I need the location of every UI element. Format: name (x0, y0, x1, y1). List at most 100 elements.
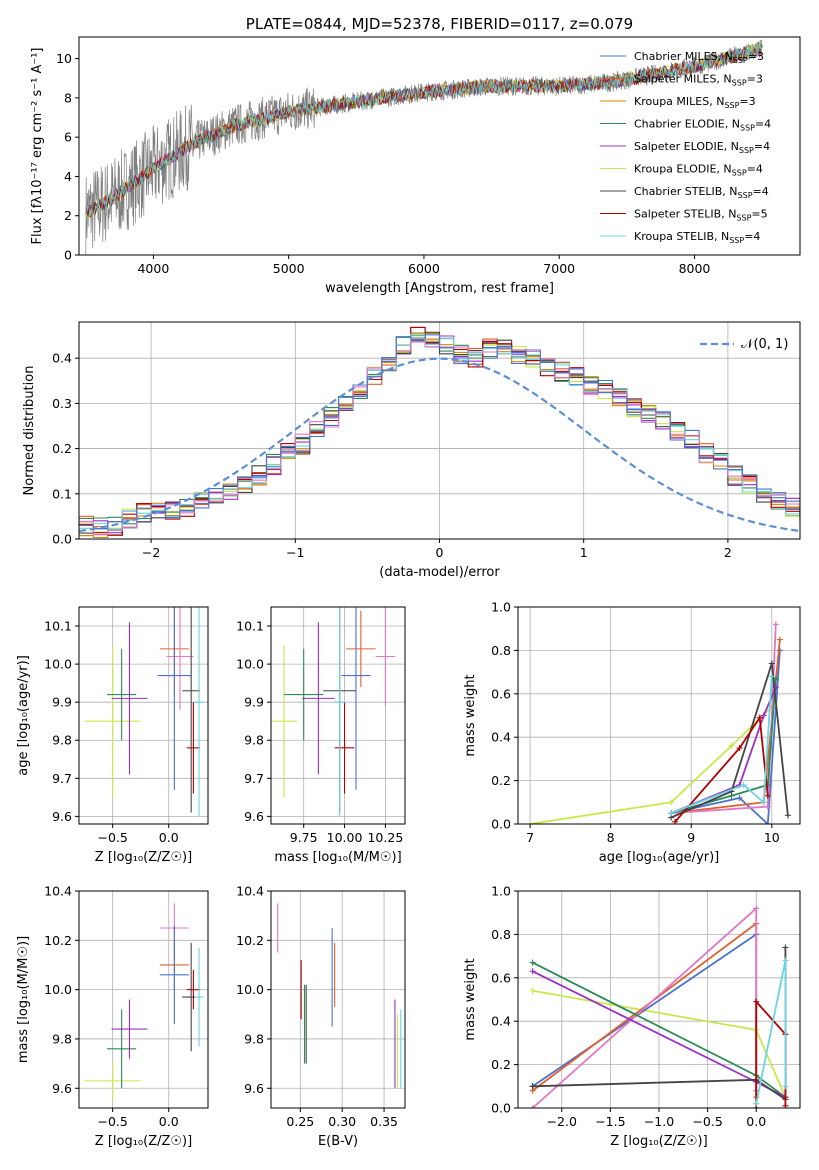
y-tick-label: 1.0 (491, 884, 511, 899)
axes-frame (270, 890, 406, 1109)
weight-marker (529, 1105, 536, 1108)
y-tick-label: 9.7 (52, 771, 72, 786)
y-tick-label: 9.6 (244, 1081, 264, 1096)
x-tick-label: 8 (607, 830, 615, 845)
weight-marker (772, 621, 779, 628)
weight-marker (776, 636, 783, 643)
axes-frame (78, 36, 801, 256)
panel-1: 4000 5000 6000 7000 8000 0 2 4 6 8 10 wavelength [A… (30, 15, 801, 296)
y-tick-label: 10.1 (44, 619, 72, 634)
plot-area-7 (271, 891, 405, 1108)
x-tick-label: 10.00 (327, 830, 363, 845)
weight-line-7 (670, 663, 789, 819)
weight-marker (768, 660, 775, 667)
weight-line-8 (755, 999, 787, 1108)
y-axis-label: Flux [fλ10⁻¹⁷ erg cm⁻² s⁻¹ A⁻¹] (30, 48, 45, 245)
x-tick-label: 8000 (679, 261, 711, 276)
x-tick-label: 0 (436, 545, 444, 560)
panel-8: −2.0 −1.5 −1.0 −0.5 0.0 0.0 0.2 0.4 0.6 0.8 1.0 Z [… (463, 884, 801, 1149)
legend-entry: Chabrier ELODIE, NSSP=4 (634, 118, 771, 133)
weight-marker (529, 987, 536, 994)
x-axis-label: Z [log₁₀(Z/Z☉)] (95, 850, 192, 865)
histogram-step-11 (79, 334, 800, 530)
x-tick-label: −2 (142, 545, 160, 560)
weight-marker (736, 745, 743, 752)
weight-line-4 (532, 906, 758, 1108)
y-tick-label: 0.0 (491, 1101, 511, 1116)
plot-area-3 (79, 607, 208, 824)
y-tick-label: 0.2 (491, 1057, 511, 1072)
x-tick-label: −0.5 (97, 830, 127, 845)
y-axis-label: mass [log₁₀(M/M☉)] (16, 936, 31, 1063)
weight-marker (668, 799, 675, 806)
weight-line-9 (755, 960, 787, 1104)
weight-marker (764, 803, 771, 810)
legend-entry: Chabrier MILES, NSSP=3 (634, 50, 764, 65)
x-tick-label: 0.0 (159, 830, 179, 845)
error-point-8 (186, 969, 201, 1010)
weight-marker (782, 957, 789, 964)
plot-area-2 (79, 322, 800, 539)
y-tick-label: 2 (64, 208, 72, 223)
y-tick-label: 10.0 (236, 657, 264, 672)
plot-area-6 (79, 891, 208, 1108)
weight-marker (527, 821, 534, 824)
y-tick-label: 0.2 (52, 441, 72, 456)
error-point-4 (346, 610, 376, 687)
y-tick-label: 8 (64, 90, 72, 105)
x-tick-label: −1 (286, 545, 304, 560)
x-tick-label: 10.25 (367, 830, 403, 845)
x-axis-label: E(B-V) (318, 1134, 358, 1149)
plot-area-5 (518, 607, 800, 824)
weight-line-2 (532, 933, 757, 1088)
y-tick-label: 9.9 (244, 695, 264, 710)
error-point-5 (375, 607, 396, 706)
legend-entry: Kroupa MILES, NSSP=3 (634, 95, 756, 110)
error-point-2 (284, 648, 324, 741)
weight-marker (740, 781, 747, 788)
error-point-3 (111, 999, 148, 1059)
error-point-2 (107, 1009, 137, 1089)
gaussian-curve (79, 357, 800, 533)
y-tick-label: 9.6 (244, 809, 264, 824)
x-tick-label: 0.35 (370, 1114, 398, 1129)
axes-frame (270, 606, 406, 825)
weight-marker (529, 959, 536, 966)
weight-marker (529, 968, 536, 975)
x-tick-label: −0.5 (97, 1114, 127, 1129)
y-tick-label: 9.6 (52, 1081, 72, 1096)
model-spectrum-9 (85, 44, 763, 221)
weight-marker (753, 1100, 760, 1107)
legend-entry: Chabrier STELIB, NSSP=4 (634, 185, 769, 200)
weight-marker (529, 1083, 536, 1090)
error-point-8 (186, 702, 201, 794)
x-tick-label: −1.5 (595, 1114, 625, 1129)
weight-marker (760, 712, 767, 719)
legend-entry: Kroupa ELODIE, NSSP=4 (634, 163, 763, 178)
histogram-step-6 (79, 335, 800, 533)
x-axis-label: mass [log₁₀(M/M☉)] (274, 850, 401, 865)
legend: Chabrier MILES, NSSP=3 Salpeter MILES, NS… (600, 50, 771, 245)
weight-marker (782, 944, 789, 951)
y-tick-label: 0.4 (491, 730, 511, 745)
y-tick-label: 4 (64, 169, 72, 184)
weight-marker (736, 794, 743, 801)
y-tick-label: 0.0 (491, 817, 511, 832)
weight-marker (753, 905, 760, 912)
y-tick-label: 10.0 (236, 982, 264, 997)
axes-frame (78, 606, 209, 825)
y-tick-label: 0.2 (491, 773, 511, 788)
error-point-6 (341, 607, 371, 790)
axes-frame (78, 321, 801, 540)
legend-entry: Salpeter ELODIE, NSSP=4 (634, 140, 770, 155)
x-tick-label: 0.0 (159, 1114, 179, 1129)
y-tick-label: 6 (64, 130, 72, 145)
weight-marker (764, 792, 771, 799)
y-tick-label: 0 (64, 248, 72, 263)
axes-frame (78, 890, 209, 1109)
x-tick-label: 6000 (408, 261, 440, 276)
y-tick-label: 10.2 (44, 933, 72, 948)
y-tick-label: 0.6 (491, 686, 511, 701)
plot-area-1 (85, 39, 763, 255)
